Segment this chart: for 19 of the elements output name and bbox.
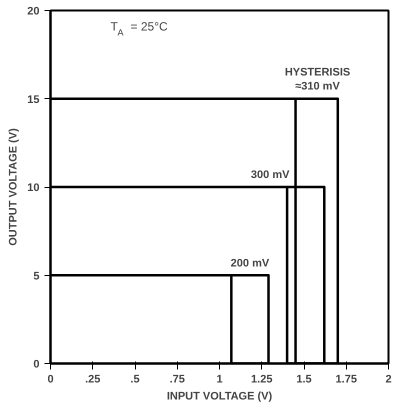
x-tick-label: 1.75: [336, 374, 357, 386]
annotation: 200 mV: [230, 257, 270, 270]
x-tick-label: 1.5: [296, 374, 312, 386]
y-axis-title: OUTPUT VOLTAGE (V): [7, 128, 20, 246]
annotation: 300 mV: [250, 169, 290, 181]
x-tick-label: 1: [216, 374, 223, 386]
x-tick-label: 2: [385, 374, 392, 386]
y-tick-label: 10: [27, 182, 40, 194]
x-tick-label: 0: [47, 374, 54, 386]
y-tick-label: 5: [33, 270, 40, 282]
y-tick-label: 15: [27, 94, 40, 106]
x-tick-label: .75: [170, 374, 185, 386]
x-tick-label: 1.25: [251, 374, 272, 386]
x-tick-label: .25: [85, 374, 100, 386]
annotation: HYSTERISIS ≈310 mV: [284, 66, 350, 93]
y-tick-label: 20: [27, 6, 40, 18]
x-axis-title: INPUT VOLTAGE (V): [166, 390, 272, 402]
x-tick-label: .5: [130, 374, 140, 386]
y-tick-label: 0: [33, 358, 40, 370]
